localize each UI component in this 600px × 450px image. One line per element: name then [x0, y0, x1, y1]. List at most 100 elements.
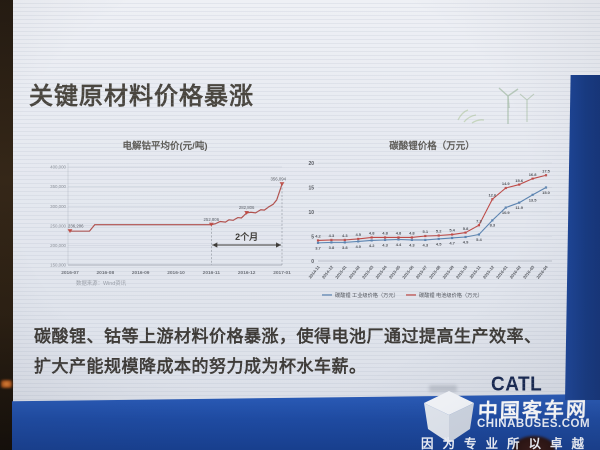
point-marker [477, 224, 481, 227]
point-marker [544, 174, 548, 177]
photo-left-edge [0, 0, 13, 450]
arrowhead-right-icon [276, 242, 281, 248]
x-tick-label: 2015-09 [441, 264, 455, 280]
point-label: 4.8 [369, 231, 375, 236]
x-tick-label: 2015-02 [348, 264, 362, 280]
arrowhead-left-icon [212, 242, 218, 248]
point-marker [370, 236, 373, 239]
point-marker [397, 238, 400, 241]
point-label: 4.5 [355, 232, 361, 237]
x-tick-label: 2016-10 [167, 270, 185, 276]
point-label: 4.3 [423, 242, 429, 247]
lithium-chart-title: 碳酸锂价格（万元） [389, 141, 475, 152]
point-label: 4.8 [409, 231, 415, 236]
point-marker [464, 231, 467, 234]
light-glint [1, 380, 12, 388]
x-tick-label: 2015-03 [361, 264, 375, 280]
lithium-price-chart: 碳酸锂价格（万元） 20 15 10 5 0 2014-11 2014-12 2015-01 2… [300, 138, 564, 308]
point-marker [451, 233, 454, 236]
audience-head-silhouette [513, 436, 555, 450]
point-marker [531, 193, 534, 196]
point-marker [424, 234, 427, 238]
legend-label-industrial: 碳酸锂 工业级价格（万元） [335, 291, 399, 299]
point-marker [544, 186, 548, 189]
point-label: 4.3 [409, 242, 415, 247]
point-label: 7.3 [476, 218, 482, 223]
legend-label-battery: 碳酸锂 电池级价格（万元） [419, 291, 483, 299]
point-label: 5.4 [449, 228, 455, 233]
point-label: 4.3 [382, 242, 388, 247]
annotation-text: 2个月 [235, 231, 258, 242]
x-tick-label: 2015-06 [401, 264, 415, 280]
point-label: 8.3 [490, 223, 496, 228]
cobalt-chart-title: 电解钴平均价(元/吨) [122, 141, 208, 152]
point-label: 4.4 [396, 242, 402, 247]
point-label: 3.8 [342, 245, 348, 250]
cobalt-chart-plot: 400,000 350,000 300,000 250,000 200,000 150,0… [50, 163, 291, 287]
x-tick-label: 2017-01 [273, 270, 291, 276]
point-marker [477, 233, 481, 236]
wind-turbines-icon [457, 87, 535, 124]
chinabuses-logo-icon [424, 391, 474, 443]
x-tick-label: 2016-11 [203, 270, 221, 276]
point-marker [518, 183, 521, 186]
point-marker [383, 236, 387, 239]
slide-title: 关键原材料价格暴涨 [29, 83, 254, 110]
y-tick-label: 250,000 [50, 223, 66, 228]
logo-left-face [424, 403, 449, 443]
x-tick-label: 2015-12 [482, 264, 496, 280]
point-label: 4.3 [342, 233, 348, 238]
point-marker [504, 186, 507, 190]
point-label: 17.5 [542, 168, 551, 173]
x-tick-label: 2016-03 [522, 264, 536, 280]
point-marker [437, 237, 440, 241]
cobalt-price-chart: 电解钴平均价(元/吨) 400,000 350,000 300,000 250,000… [34, 138, 296, 308]
point-marker [67, 229, 73, 234]
point-marker [357, 240, 360, 243]
y-tick-label: 10 [308, 210, 314, 216]
point-label: 5.2 [436, 229, 442, 234]
cobalt-price-line [70, 184, 283, 232]
point-label: 11.9 [515, 205, 523, 210]
x-tick-label: 2014-12 [321, 264, 335, 280]
industrial-grade-line [317, 187, 547, 244]
y-tick-label: 150,000 [50, 263, 66, 268]
grass-decoration [457, 109, 485, 124]
x-tick-label: 2016-12 [238, 270, 256, 276]
slide-footer-smudge [429, 385, 457, 392]
y-tick-label: 5 [311, 234, 314, 240]
point-label: 4.8 [382, 231, 388, 236]
point-label: 16.8 [529, 172, 538, 177]
x-tick-label: 2015-10 [455, 264, 469, 280]
y-tick-label: 200,000 [50, 243, 66, 248]
point-label: 4.0 [355, 244, 361, 249]
point-label: 4.8 [396, 231, 402, 236]
x-tick-label: 2016-01 [495, 264, 509, 280]
point-label: 15.0 [542, 190, 551, 195]
point-label: 15.6 [515, 178, 524, 183]
point-marker [451, 236, 454, 240]
point-label: 14.9 [502, 181, 511, 186]
point-marker [424, 238, 427, 242]
point-marker [343, 238, 346, 242]
point-marker [316, 239, 320, 242]
point-marker [330, 241, 333, 244]
turbine-small [519, 93, 535, 122]
point-label: 4.9 [463, 239, 469, 244]
y-tick-label: 400,000 [50, 165, 66, 170]
point-label: 3.8 [329, 245, 335, 250]
blue-banner-bottom [12, 394, 600, 450]
point-marker [244, 210, 250, 215]
point-marker [383, 238, 387, 242]
point-marker [410, 236, 413, 239]
y-tick-label: 20 [308, 161, 314, 167]
point-marker [531, 177, 534, 180]
point-marker [330, 238, 333, 242]
point-marker [208, 222, 214, 227]
blue-banner-right [565, 75, 600, 400]
x-tick-label: 2015-08 [428, 264, 442, 280]
x-tick-label: 2016-09 [132, 270, 150, 276]
